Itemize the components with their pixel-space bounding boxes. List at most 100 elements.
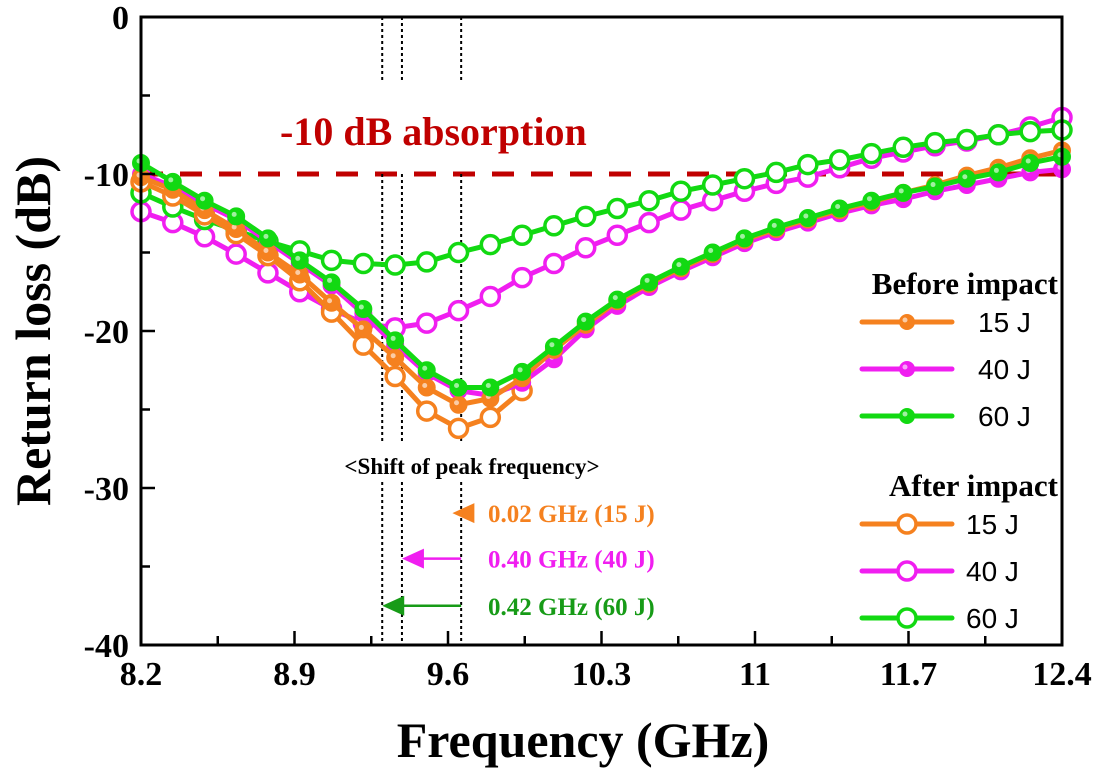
data-point (544, 337, 563, 356)
data-point-highlight (612, 295, 618, 301)
data-point (956, 128, 978, 151)
data-point (352, 252, 375, 275)
series-before-impact-60-j (132, 147, 1071, 397)
data-point (417, 361, 436, 380)
data-point-highlight (708, 248, 714, 253)
x-axis-title: Frequency (GHz) (397, 712, 770, 768)
data-point-highlight (962, 174, 968, 180)
data-point-highlight (581, 317, 587, 323)
data-point-highlight (200, 196, 206, 202)
data-point-highlight (517, 367, 523, 373)
data-point (481, 378, 500, 397)
data-point (735, 229, 754, 248)
data-point-highlight (231, 211, 237, 217)
data-point (957, 169, 976, 188)
data-point-highlight (390, 335, 396, 341)
data-point-highlight (771, 222, 777, 228)
legend-marker (896, 513, 918, 535)
data-point (320, 249, 343, 272)
data-point-highlight (898, 188, 904, 194)
data-point (511, 224, 533, 246)
legend-entry: 60 J (859, 401, 1031, 432)
data-point (447, 417, 470, 440)
data-point (987, 124, 1010, 146)
legend-label: 60 J (966, 603, 1019, 634)
data-point-highlight (168, 177, 174, 183)
data-point (765, 161, 788, 184)
legend-entry: 15 J (859, 307, 1031, 338)
data-point (608, 290, 627, 309)
data-point-highlight (390, 353, 396, 359)
data-point (417, 378, 436, 397)
data-point (733, 167, 756, 190)
y-tick-label: -20 (84, 314, 129, 351)
data-point-highlight (263, 248, 269, 253)
y-tick-label: -10 (84, 157, 129, 194)
data-point (640, 273, 659, 292)
legend-group-title: Before impact (872, 266, 1059, 301)
legend-group-title: After impact (889, 468, 1059, 503)
data-point-highlight (930, 182, 936, 188)
legend-label: 15 J (978, 307, 1031, 338)
data-point (638, 189, 660, 212)
legend-marker (899, 408, 915, 424)
legend-label: 40 J (966, 556, 1019, 587)
data-point (638, 211, 660, 234)
peak-shift-annotation: <Shift of peak frequency> 0.02 GHz (15 J… (344, 454, 654, 621)
shift-label: 0.42 GHz (60 J) (488, 594, 655, 621)
data-point-highlight (422, 383, 428, 389)
data-point (415, 312, 438, 334)
legend-entry: 40 J (859, 556, 1019, 587)
y-axis-title: Return loss (dB) (5, 156, 61, 506)
data-point-highlight (454, 383, 460, 389)
data-point (227, 207, 246, 226)
data-point (415, 400, 438, 422)
data-point (322, 273, 341, 292)
data-point (703, 243, 722, 262)
y-tick-label: 0 (112, 0, 129, 37)
x-tick-label: 8.2 (120, 656, 163, 693)
data-point (574, 237, 597, 259)
data-point-highlight (676, 262, 682, 268)
data-point (798, 208, 817, 227)
data-point (606, 197, 629, 220)
x-tick-label: 9.6 (427, 656, 470, 693)
data-point-highlight (358, 324, 364, 330)
data-point (767, 218, 786, 237)
data-point (384, 365, 406, 388)
legend-entry: 40 J (859, 354, 1031, 385)
data-point (195, 191, 214, 210)
shift-label: 0.02 GHz (15 J) (488, 501, 655, 528)
data-point-highlight (739, 233, 745, 239)
data-point (1019, 120, 1041, 143)
data-point-highlight (803, 213, 809, 219)
data-point (828, 149, 851, 171)
data-point (322, 293, 341, 312)
data-point (449, 395, 468, 414)
data-point (447, 241, 470, 264)
data-point-highlight (231, 224, 237, 230)
shift-arrow-head (382, 595, 405, 616)
x-tick-label: 8.9 (273, 656, 316, 693)
data-point (543, 215, 565, 237)
data-point (511, 266, 533, 289)
data-point (163, 172, 182, 191)
legend-label: 15 J (966, 509, 1019, 540)
data-point (576, 312, 595, 331)
data-point (257, 262, 279, 284)
data-point (449, 378, 468, 397)
annotation-title: <Shift of peak frequency> (344, 454, 599, 479)
data-point (290, 251, 309, 270)
data-point (892, 136, 914, 159)
x-tick-label: 10.3 (572, 656, 632, 693)
data-point-highlight (295, 269, 301, 275)
data-point (670, 199, 692, 221)
data-point-highlight (358, 304, 364, 310)
data-point (354, 300, 373, 319)
data-point-highlight (327, 298, 333, 304)
data-point (606, 224, 629, 246)
legend-label: 40 J (978, 354, 1031, 385)
data-point (447, 299, 470, 322)
y-tick-label: -40 (84, 628, 129, 665)
